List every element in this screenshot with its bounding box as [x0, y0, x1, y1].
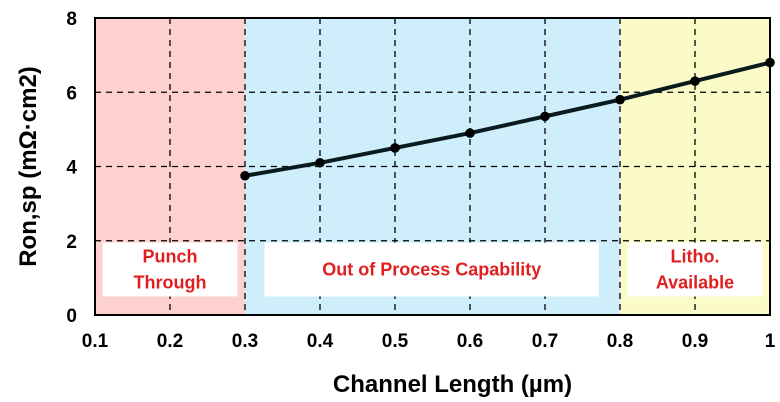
region-label-box [102, 242, 238, 297]
y-axis-ticks: 0 2 4 6 8 [66, 9, 77, 327]
region-label-text: Punch [142, 247, 197, 267]
region-labels: Punch Through Out of Process Capability Lit… [102, 242, 763, 297]
y-tick-label: 8 [66, 9, 77, 30]
region-label-text: Through [134, 273, 207, 293]
x-axis-title: Channel Length (µm) [333, 371, 572, 398]
y-tick-label: 4 [66, 158, 77, 179]
data-point [465, 128, 475, 138]
x-tick-label: 0.6 [457, 331, 483, 352]
x-tick-label: 0.3 [232, 331, 258, 352]
x-tick-label: 0.2 [157, 331, 183, 352]
data-series [240, 57, 775, 181]
region-label-text: Litho. [671, 247, 720, 267]
x-tick-label: 0.9 [682, 331, 708, 352]
data-point [390, 143, 400, 153]
region-label-box [264, 242, 599, 297]
series-line [244, 60, 771, 178]
x-tick-label: 0.8 [607, 331, 633, 352]
y-tick-label: 0 [66, 306, 77, 327]
x-axis-ticks: 0.1 0.2 0.3 0.4 0.5 0.6 0.7 0.8 0.9 1 [82, 331, 776, 352]
data-point [540, 111, 550, 122]
x-tick-label: 1 [765, 331, 776, 352]
region-label-text: Available [656, 273, 734, 293]
x-tick-label: 0.4 [307, 331, 334, 352]
data-point [240, 170, 250, 181]
plot-frame [94, 17, 771, 316]
data-point [690, 76, 700, 86]
data-point [315, 157, 325, 168]
y-axis-title: Ron,sp (mΩ·cm2) [15, 66, 42, 267]
x-tick-label: 0.5 [382, 331, 409, 352]
y-tick-label: 2 [66, 232, 77, 253]
y-tick-label: 6 [66, 83, 77, 104]
x-tick-label: 0.7 [532, 331, 558, 352]
region-label-text: Out of Process Capability [322, 260, 541, 280]
data-point [615, 94, 625, 105]
region-label-box [627, 242, 763, 297]
x-tick-label: 0.1 [82, 331, 109, 352]
data-point [765, 57, 775, 68]
